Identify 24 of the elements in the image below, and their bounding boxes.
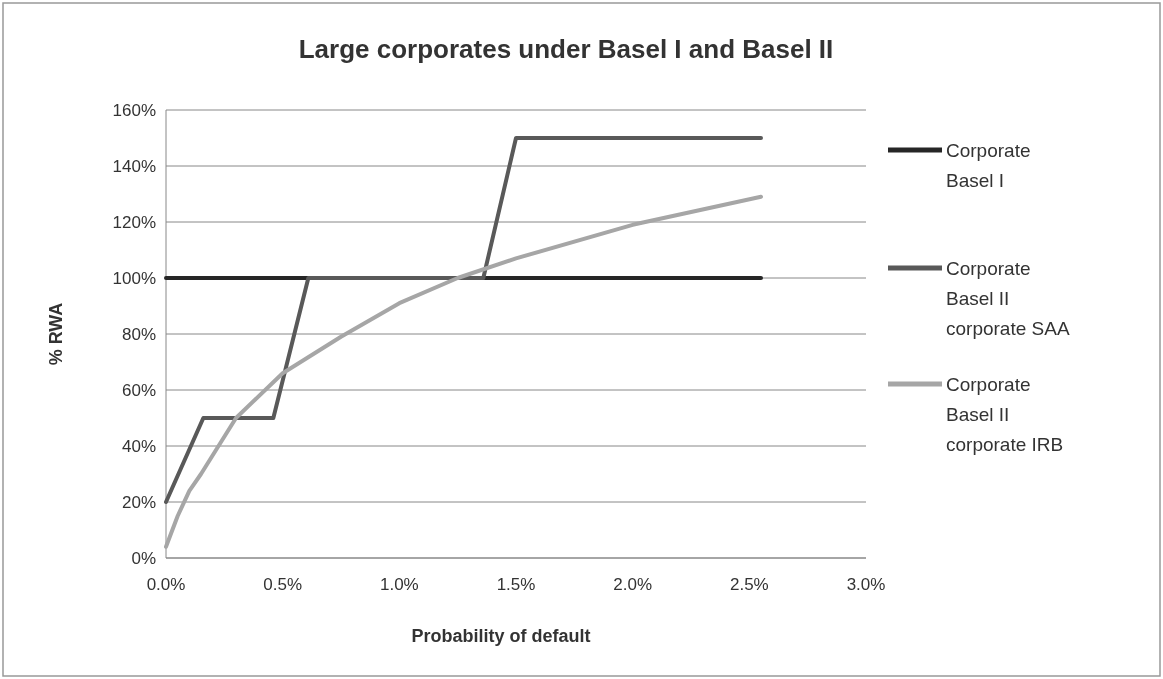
y-tick-label: 60%	[121, 381, 156, 400]
x-tick-label: 2.0%	[613, 575, 653, 594]
x-tick-label: 1.0%	[379, 575, 419, 594]
line-series	[164, 194, 763, 549]
x-axis-title: Probability of default	[411, 626, 591, 646]
y-axis-title: % RWA	[46, 302, 66, 366]
y-tick-label: 80%	[121, 325, 156, 344]
x-tick-label: 2.5%	[729, 575, 769, 594]
line-series	[164, 136, 763, 504]
y-tick-label: 0%	[131, 549, 156, 568]
y-tick-label: 40%	[121, 437, 156, 456]
chart-title: Large corporates under Basel I and Basel II	[298, 34, 834, 64]
y-tick-label: 20%	[121, 493, 156, 512]
y-tick-label: 120%	[112, 213, 156, 232]
x-tick-label: 0.0%	[146, 575, 186, 594]
legend-label: Corporate Basel I	[946, 140, 1031, 191]
x-tick-label: 1.5%	[496, 575, 536, 594]
y-tick-label: 100%	[112, 269, 156, 288]
legend-label: Corporate Basel II corporate IRB	[946, 374, 1064, 455]
y-tick-label: 160%	[112, 101, 156, 120]
y-tick-label: 140%	[112, 157, 156, 176]
x-tick-label: 3.0%	[846, 575, 886, 594]
x-tick-label: 0.5%	[263, 575, 303, 594]
legend-label: Corporate Basel II corporate SAA	[946, 258, 1070, 339]
